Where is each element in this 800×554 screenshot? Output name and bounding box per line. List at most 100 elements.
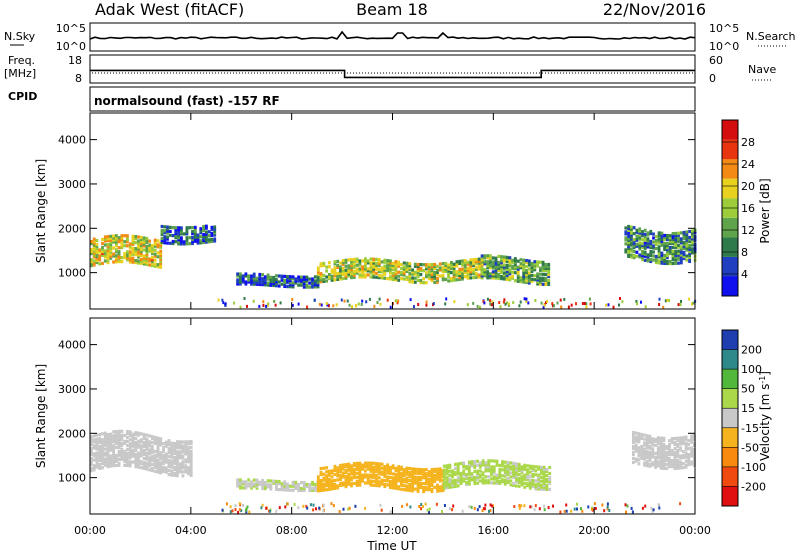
power-ground-scatter bbox=[525, 299, 528, 303]
power-ground-scatter bbox=[355, 304, 358, 308]
velocity-cell bbox=[668, 443, 671, 447]
velocity-cell bbox=[109, 456, 113, 460]
power-cell bbox=[383, 260, 387, 264]
velocity-cell bbox=[106, 437, 110, 441]
velocity-cell bbox=[397, 469, 401, 473]
velocity-cell bbox=[123, 433, 127, 437]
power-cell bbox=[352, 257, 356, 261]
velocity-cell bbox=[427, 478, 431, 482]
velocity-cell bbox=[92, 454, 96, 458]
power-cell bbox=[514, 271, 517, 275]
velocity-cell bbox=[690, 440, 693, 444]
power-cell bbox=[508, 268, 512, 272]
power-cell bbox=[413, 264, 417, 268]
velocity-cell bbox=[92, 438, 96, 442]
power-cell bbox=[112, 246, 115, 250]
power-cell bbox=[635, 234, 639, 238]
velocity-cell bbox=[470, 462, 474, 466]
power-cell bbox=[522, 276, 526, 280]
power-cell bbox=[541, 262, 545, 266]
power-cell bbox=[674, 251, 678, 255]
velocity-cell bbox=[341, 463, 345, 467]
power-cell bbox=[109, 248, 113, 252]
power-cell bbox=[134, 247, 138, 251]
velocity-cell bbox=[515, 476, 518, 480]
velocity-cell bbox=[386, 475, 389, 479]
velocity-cell bbox=[383, 482, 387, 487]
power-cell bbox=[516, 267, 520, 271]
power-cell bbox=[461, 267, 464, 271]
power-cell bbox=[330, 268, 334, 272]
power-cell bbox=[386, 265, 389, 269]
power-cell bbox=[352, 265, 356, 269]
velocity-cell bbox=[131, 450, 135, 454]
velocity-cell bbox=[383, 469, 387, 473]
power-cell bbox=[341, 271, 345, 275]
velocity-cell bbox=[375, 466, 378, 470]
power-cell bbox=[247, 280, 251, 284]
velocity-cell bbox=[386, 483, 389, 487]
x-tick-label: 04:00 bbox=[175, 524, 207, 537]
power-cell bbox=[430, 273, 434, 277]
power-cell bbox=[391, 267, 395, 271]
velocity-cell bbox=[670, 453, 674, 457]
velocity-cell bbox=[684, 451, 688, 455]
power-cell bbox=[350, 266, 353, 270]
power-cell bbox=[505, 275, 509, 279]
velocity-colorbar-bin bbox=[722, 486, 738, 506]
power-cell bbox=[649, 253, 653, 258]
power-colorbar-bin bbox=[722, 120, 738, 140]
velocity-cell bbox=[405, 484, 409, 488]
power-cell bbox=[649, 249, 653, 254]
velocity-cell bbox=[673, 456, 677, 461]
velocity-cell bbox=[512, 475, 515, 479]
power-cell bbox=[280, 274, 284, 278]
velocity-ground-scatter bbox=[580, 507, 582, 511]
power-ground-scatter bbox=[335, 303, 338, 307]
velocity-cell bbox=[364, 463, 367, 467]
velocity-cell bbox=[456, 468, 460, 472]
velocity-cell bbox=[98, 458, 102, 462]
power-cell bbox=[389, 263, 392, 267]
power-cell bbox=[641, 234, 644, 238]
velocity-cell bbox=[272, 479, 276, 483]
power-cell bbox=[544, 272, 548, 276]
velocity-cell bbox=[693, 461, 696, 465]
velocity-ground-scatter bbox=[332, 504, 335, 508]
velocity-cell bbox=[422, 468, 425, 472]
velocity-cell bbox=[679, 448, 682, 452]
power-cell bbox=[277, 274, 281, 278]
power-cell bbox=[252, 278, 256, 282]
velocity-cell bbox=[126, 430, 129, 434]
power-cell bbox=[159, 253, 163, 257]
power-cell bbox=[691, 235, 694, 239]
velocity-cell bbox=[487, 463, 491, 467]
power-cell bbox=[489, 254, 492, 258]
nave-tick-low: 0 bbox=[709, 72, 716, 85]
velocity-cell bbox=[411, 477, 414, 481]
power-ground-scatter bbox=[396, 301, 399, 305]
power-cell bbox=[313, 281, 317, 285]
velocity-cell bbox=[467, 464, 471, 468]
velocity-cell bbox=[416, 481, 420, 485]
velocity-cell bbox=[637, 454, 641, 458]
velocity-cell bbox=[151, 451, 154, 455]
velocity-cell bbox=[673, 440, 677, 445]
velocity-cell bbox=[330, 475, 334, 479]
power-cell bbox=[522, 258, 526, 262]
power-cell bbox=[339, 271, 342, 275]
power-cell bbox=[137, 241, 140, 245]
velocity-cell bbox=[159, 465, 163, 469]
power-cell bbox=[436, 276, 439, 280]
power-cell bbox=[90, 264, 93, 268]
power-cell bbox=[491, 266, 495, 270]
velocity-cell bbox=[117, 443, 121, 447]
power-cell bbox=[386, 267, 389, 271]
power-colorbar-bin bbox=[722, 217, 738, 238]
power-cell bbox=[408, 268, 412, 272]
power-cell bbox=[213, 229, 217, 233]
velocity-cell bbox=[115, 434, 118, 438]
power-cell bbox=[90, 262, 93, 266]
power-cell bbox=[375, 261, 378, 265]
